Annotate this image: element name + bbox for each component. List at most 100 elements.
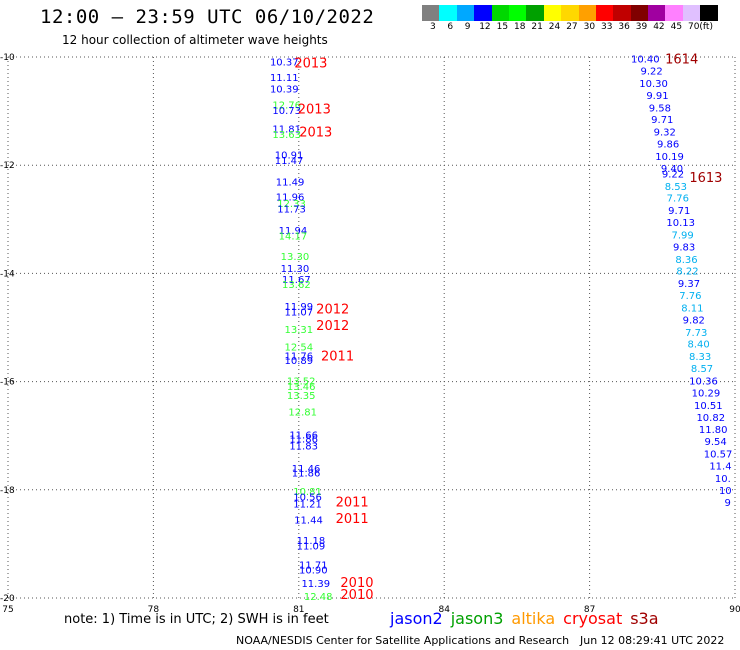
wave-height-value: 13.52 [287, 377, 316, 388]
satellite-legend: jason2 jason3 altika cryosat s3a [390, 609, 667, 628]
legend-swatch [630, 5, 649, 21]
x-tick-label: 87 [584, 605, 595, 615]
legend-swatch [595, 5, 614, 21]
wave-height-value: 7.76 [679, 291, 701, 302]
wave-height-value: 12.48 [304, 592, 333, 603]
wave-height-value: 9.71 [651, 115, 673, 126]
pass-time-label: 2011 [336, 496, 369, 511]
wave-height-value: 11.11 [270, 73, 299, 84]
legend-swatch [561, 5, 579, 21]
legend-label: (ft) [699, 22, 713, 32]
wave-height-value: 9.37 [678, 279, 700, 290]
legend-label: 6 [447, 22, 454, 32]
legend-swatch [526, 5, 544, 21]
wave-height-value: 11.09 [297, 542, 326, 553]
wave-height-value: 10. [715, 474, 731, 485]
wave-height-value: 10.90 [299, 565, 328, 576]
legend-label: 18 [514, 22, 526, 32]
wave-height-value: 11.47 [275, 156, 304, 167]
wave-height-value: 11.21 [293, 499, 322, 510]
x-tick-label: 84 [438, 605, 450, 615]
legend-label: 3 [430, 22, 436, 32]
legend-swatch [543, 5, 562, 21]
wave-height-value: 10.37 [270, 57, 299, 68]
wave-height-value: 12.54 [284, 342, 313, 353]
satellite-altika: altika [511, 609, 556, 628]
wave-height-value: 11.66 [289, 431, 318, 442]
wave-height-value: 13.31 [284, 325, 313, 336]
legend-label: 27 [566, 22, 578, 32]
wave-height-value: 11.39 [301, 579, 330, 590]
wave-height-value: 13.30 [281, 252, 310, 263]
wave-height-value: 11.18 [297, 536, 326, 547]
legend-swatch [665, 5, 683, 21]
wave-height-value: 8.36 [675, 255, 697, 266]
wave-height-value: 7.73 [685, 328, 707, 339]
wave-height-value: 9.83 [673, 242, 695, 253]
credit-text: NOAA/NESDIS Center for Satellite Applica… [236, 634, 570, 647]
page-title: 12:00 – 23:59 UTC 06/10/2022 [40, 6, 375, 28]
wave-height-value: 9.22 [641, 67, 663, 78]
legend-swatch [700, 5, 718, 21]
wave-height-value: 8.40 [688, 340, 710, 351]
wave-height-value: 11.44 [294, 516, 323, 527]
wave-height-value: 9.91 [646, 91, 668, 102]
legend-swatch [456, 5, 475, 21]
wave-height-value: 13.63 [272, 130, 301, 141]
wave-height-value: 10.56 [293, 492, 322, 503]
wave-height-value: 10 [719, 486, 732, 497]
wave-height-value: 10.39 [270, 84, 299, 95]
wave-height-value: 11.76 [284, 352, 313, 363]
y-tick-label: -16 [0, 378, 15, 388]
wave-height-value: 9.54 [704, 437, 726, 448]
wave-height-value: 10.82 [696, 413, 725, 424]
pass-time-label: 2013 [299, 126, 332, 141]
legend-swatch [648, 5, 666, 21]
wave-height-value: 8.22 [676, 267, 698, 278]
wave-height-value: 11.30 [281, 264, 310, 275]
legend-swatch [474, 5, 492, 21]
pass-time-label: 2010 [340, 576, 373, 591]
y-tick-label: -20 [0, 594, 15, 604]
pass-time-label: 2013 [298, 102, 331, 117]
pass-time-label: 2011 [321, 350, 354, 365]
pass-time-label: 2011 [336, 512, 369, 527]
wave-height-value: 10.73 [272, 106, 301, 117]
wave-height-value: 11.07 [284, 307, 313, 318]
satellite-cryosat: cryosat [563, 609, 623, 628]
wave-height-value: 10.40 [631, 55, 660, 66]
legend-swatch [491, 5, 509, 21]
wave-height-value: 14.17 [279, 232, 308, 243]
legend-swatch [682, 5, 701, 21]
wave-height-value: 11.73 [277, 204, 306, 215]
wave-height-value: 7.76 [667, 194, 689, 205]
wave-height-value: 8.57 [691, 364, 713, 375]
pass-time-label: 2013 [294, 56, 327, 71]
pass-time-label: 1614 [665, 53, 698, 68]
pass-time-label: 2012 [316, 319, 349, 334]
note-text: note: 1) Time is in UTC; 2) SWH is in fe… [64, 612, 329, 627]
legend-swatch [439, 5, 457, 21]
wave-height-value: 10.30 [639, 79, 668, 90]
pass-time-label: 2010 [340, 588, 373, 603]
pass-time-label: 1613 [689, 171, 722, 186]
wave-height-value: 10.13 [666, 218, 695, 229]
color-legend [422, 5, 718, 21]
y-tick-label: -10 [0, 53, 15, 63]
wave-height-value: 11.71 [299, 560, 328, 571]
wave-height-value: 13.35 [287, 391, 316, 402]
legend-label: 36 [618, 22, 630, 32]
y-tick-label: -12 [0, 161, 15, 171]
page-subtitle: 12 hour collection of altimeter wave hei… [62, 33, 328, 47]
wave-height-value: 9.58 [649, 103, 671, 114]
wave-height-value: 9.82 [683, 315, 705, 326]
legend-label: 15 [496, 22, 509, 32]
wave-height-value: 10.51 [694, 401, 723, 412]
x-tick-label: 78 [148, 605, 160, 615]
wave-height-value: 9.86 [657, 140, 679, 151]
wave-height-value: 11.94 [279, 226, 308, 237]
legend-swatch [508, 5, 527, 21]
satellite-jason2: jason2 [390, 609, 443, 628]
wave-height-value: 8.33 [689, 352, 711, 363]
